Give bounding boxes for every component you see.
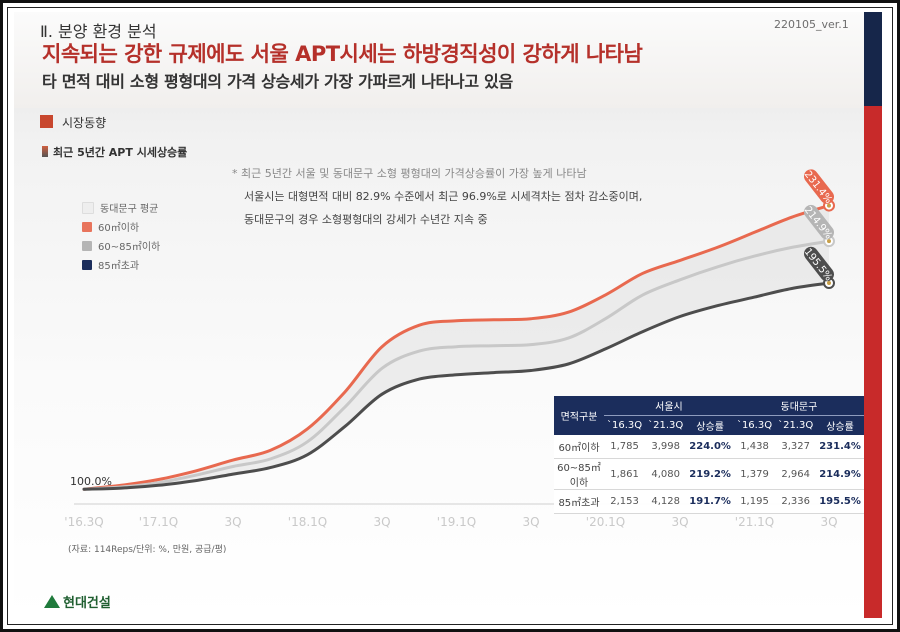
- table-corner-header: 면적구분: [554, 396, 604, 435]
- inner-frame: [7, 7, 893, 625]
- series-end-dot-1: [827, 239, 831, 244]
- series-line-0: [82, 204, 831, 491]
- legend-item: 60㎡이하: [82, 217, 160, 236]
- table-row: 60~85㎡이하 1,861 4,080 219.2% 1,379 2,964 …: [554, 458, 864, 490]
- source-note: (자료: 114Reps/단위: %, 만원, 공급/평): [68, 545, 227, 555]
- table-cell: 195.5%: [816, 489, 864, 514]
- legend-item: 동대문구 평균: [82, 198, 160, 217]
- table-cell: 1,861: [604, 458, 646, 490]
- x-tick-label: 3Q: [224, 515, 241, 529]
- table-cell: 191.7%: [686, 489, 734, 514]
- legend-swatch: [82, 259, 92, 270]
- table-cell: 1,195: [733, 489, 776, 514]
- series-end-label-0: 231.4%: [802, 169, 835, 206]
- x-tick-label: '21.1Q: [735, 515, 774, 529]
- section-label: Ⅱ. 분양 환경 분석: [40, 22, 157, 41]
- table-subheader: `21.3Q: [775, 415, 817, 435]
- logo-triangle-icon: [44, 595, 60, 608]
- note-line-1: * 최근 5년간 서울 및 동대문구 소형 평형대의 가격상승률이 가장 높게 …: [232, 167, 587, 180]
- trend-label: 최근 5년간 APT 시세상승률: [53, 146, 188, 159]
- series-line-1: [82, 239, 831, 491]
- company-logo: 현대건설: [44, 592, 111, 611]
- table-cell: 4,128: [645, 489, 687, 514]
- x-tick-label: '16.3Q: [64, 515, 103, 529]
- table-cell: 219.2%: [686, 458, 734, 490]
- logo-text: 현대건설: [63, 596, 111, 611]
- notes: * 최근 5년간 서울 및 동대문구 소형 평형대의 가격상승률이 가장 높게 …: [232, 162, 642, 231]
- legend-item: 85㎡초과: [82, 255, 160, 274]
- table-cell: 2,153: [604, 489, 646, 514]
- series-end-dot-0: [827, 203, 831, 208]
- table-subheader: `16.3Q: [604, 415, 646, 435]
- x-tick-label: 3Q: [373, 515, 390, 529]
- table-cell: 1,379: [733, 458, 776, 490]
- table-cell: 231.4%: [816, 435, 864, 459]
- price-table: 면적구분 서울시 동대문구 `16.3Q `21.3Q 상승률 `16.3Q `…: [554, 396, 864, 514]
- table-cell: 1,785: [604, 435, 646, 459]
- x-tick-label: 3Q: [671, 515, 688, 529]
- start-value-label: 100.0%: [70, 475, 112, 488]
- table-cell: 214.9%: [816, 458, 864, 490]
- table-group-seoul: 서울시: [604, 396, 734, 416]
- table-subheader: `16.3Q: [733, 415, 776, 435]
- series-end-label-bg: [803, 169, 835, 204]
- series-end-label-bg: [803, 204, 835, 240]
- x-tick-label: '17.1Q: [139, 515, 178, 529]
- note-line-2: 서울시는 대형면적 대비 82.9% 수준에서 최근 96.9%로 시세격차는 …: [244, 190, 643, 203]
- legend-label: 85㎡초과: [98, 261, 140, 272]
- table-row: 85㎡초과 2,153 4,128 191.7% 1,195 2,336 195…: [554, 489, 864, 514]
- subline: 타 면적 대비 소형 평형대의 가격 상승세가 가장 가파르게 나타나고 있음: [42, 72, 513, 91]
- table-group-dongdaemun: 동대문구: [733, 396, 864, 416]
- version-label: 220105_ver.1: [774, 18, 849, 31]
- table-row: 60㎡이하 1,785 3,998 224.0% 1,438 3,327 231…: [554, 435, 864, 459]
- market-label: 시장동향: [62, 116, 107, 130]
- legend: 동대문구 평균 60㎡이하 60~85㎡이하 85㎡초과: [82, 198, 160, 274]
- legend-swatch: [82, 240, 92, 251]
- headline: 지속되는 강한 규제에도 서울 APT시세는 하방경직성이 강하게 나타남: [42, 42, 643, 66]
- series-end-label-bg: [803, 246, 835, 282]
- legend-label: 60~85㎡이하: [98, 242, 161, 253]
- table-cell: 3,998: [645, 435, 687, 459]
- market-square-icon: [40, 115, 53, 128]
- legend-label: 동대문구 평균: [100, 204, 159, 215]
- table-subheader: 상승률: [686, 415, 734, 435]
- x-tick-label: '20.1Q: [586, 515, 625, 529]
- x-tick-label: 3Q: [522, 515, 539, 529]
- x-tick-label: 3Q: [820, 515, 837, 529]
- table-cell: 2,964: [775, 458, 817, 490]
- trend-chart: 231.4%214.9%195.5%100.0%'16.3Q '17.1Q 3Q '1…: [64, 169, 849, 529]
- note-line-3: 동대문구의 경우 소형평형대의 강세가 수년간 지속 중: [244, 213, 488, 226]
- x-tick-label: '18.1Q: [288, 515, 327, 529]
- table-row-label: 60㎡이하: [554, 435, 604, 459]
- x-tick-label: '19.1Q: [437, 515, 476, 529]
- table-cell: 2,336: [775, 489, 817, 514]
- legend-item: 60~85㎡이하: [82, 236, 160, 255]
- table-row-label: 85㎡초과: [554, 489, 604, 514]
- table-subheader: `21.3Q: [645, 415, 687, 435]
- side-accent-bar: [864, 12, 882, 618]
- table-cell: 1,438: [733, 435, 776, 459]
- table-cell: 3,327: [775, 435, 817, 459]
- slide: 220105_ver.1 Ⅱ. 분양 환경 분석 지속되는 강한 규제에도 서울…: [14, 12, 864, 620]
- legend-swatch: [82, 201, 94, 214]
- trend-bar-icon: [42, 146, 48, 157]
- series-line-2: [82, 281, 831, 491]
- header-band: [14, 12, 864, 108]
- table-cell: 4,080: [645, 458, 687, 490]
- legend-swatch: [82, 221, 92, 232]
- series-end-dot-2: [827, 281, 831, 286]
- legend-label: 60㎡이하: [98, 223, 140, 234]
- table-row-label: 60~85㎡이하: [554, 458, 604, 490]
- table-subheader: 상승률: [816, 415, 864, 435]
- table-cell: 224.0%: [686, 435, 734, 459]
- side-accent-top: [864, 12, 882, 106]
